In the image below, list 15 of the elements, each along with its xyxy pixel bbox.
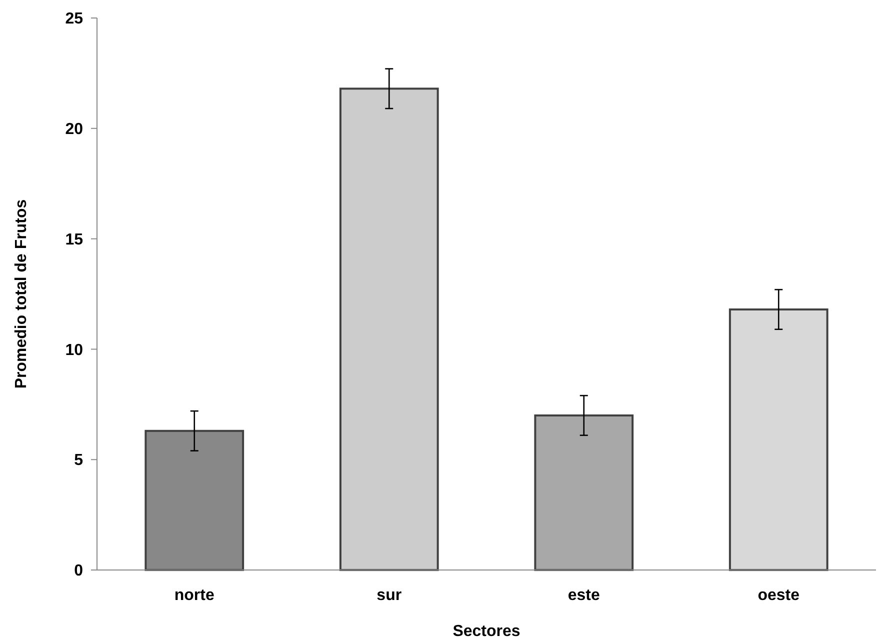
y-tick-label: 25 bbox=[65, 10, 84, 28]
x-tick-label: norte bbox=[174, 587, 214, 604]
y-axis-title: Promedio total de Frutos bbox=[13, 199, 30, 389]
y-tick-label: 10 bbox=[65, 342, 84, 359]
y-tick-label: 0 bbox=[74, 562, 84, 580]
y-tick-label: 5 bbox=[74, 452, 84, 470]
y-tick-label: 15 bbox=[65, 231, 84, 248]
x-tick-label: oeste bbox=[758, 587, 800, 604]
bar bbox=[728, 308, 828, 571]
y-tick-label: 20 bbox=[65, 121, 84, 138]
bar bbox=[339, 88, 439, 571]
x-axis-title: Sectores bbox=[452, 623, 520, 640]
bar bbox=[534, 414, 634, 571]
x-tick-label: sur bbox=[376, 587, 402, 604]
x-tick-label: este bbox=[568, 587, 600, 604]
